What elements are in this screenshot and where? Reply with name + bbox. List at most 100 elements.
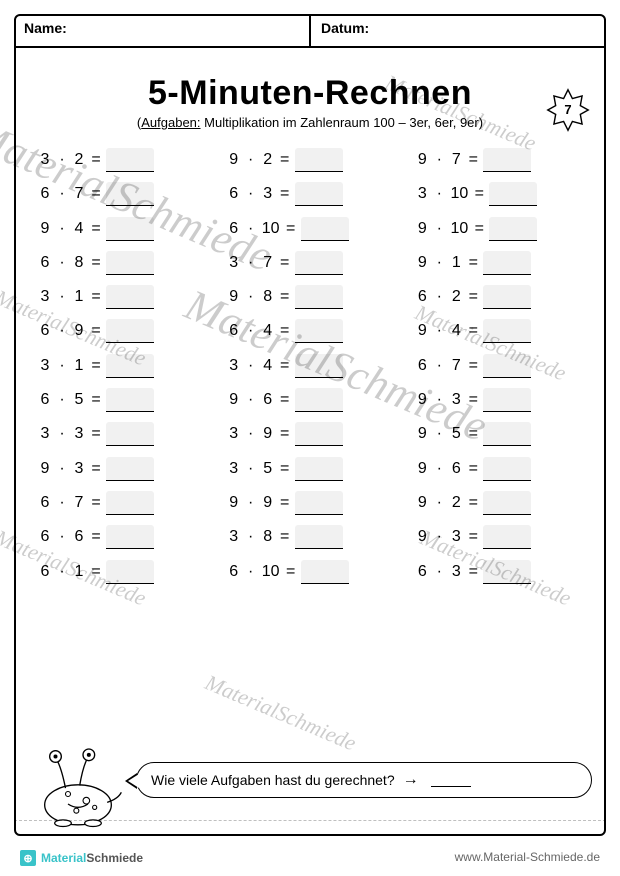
answer-box[interactable] <box>106 560 154 584</box>
equals-sign: = <box>277 425 293 443</box>
operator: · <box>431 288 447 306</box>
operand-a: 9 <box>225 151 243 169</box>
equals-sign: = <box>277 151 293 169</box>
operand-a: 3 <box>225 357 243 375</box>
equals-sign: = <box>277 254 293 272</box>
answer-box[interactable] <box>483 285 531 309</box>
operator: · <box>54 425 70 443</box>
operator: · <box>431 391 447 409</box>
answer-box[interactable] <box>295 354 343 378</box>
operand-b: 5 <box>447 425 465 443</box>
operand-a: 3 <box>225 528 243 546</box>
answer-box[interactable] <box>295 457 343 481</box>
operator: · <box>54 254 70 272</box>
equals-sign: = <box>88 185 104 203</box>
operand-a: 3 <box>36 357 54 375</box>
answer-box[interactable] <box>483 491 531 515</box>
answer-box[interactable] <box>483 319 531 343</box>
operator: · <box>431 357 447 375</box>
equals-sign: = <box>277 322 293 340</box>
answer-box[interactable] <box>489 182 537 206</box>
page-title: 5-Minuten-Rechnen <box>36 74 584 113</box>
problem-row: 6·8= <box>36 251 207 275</box>
answer-box[interactable] <box>301 217 349 241</box>
operand-b: 3 <box>70 460 88 478</box>
operand-b: 5 <box>70 391 88 409</box>
answer-box[interactable] <box>301 560 349 584</box>
equals-sign: = <box>277 185 293 203</box>
answer-box[interactable] <box>106 525 154 549</box>
problem-row: 9·10= <box>413 217 584 241</box>
answer-box[interactable] <box>483 388 531 412</box>
problem-row: 3·3= <box>36 422 207 446</box>
operator: · <box>54 391 70 409</box>
answer-box[interactable] <box>106 388 154 412</box>
operand-a: 9 <box>413 254 431 272</box>
answer-box[interactable] <box>483 525 531 549</box>
answer-box[interactable] <box>295 148 343 172</box>
operand-a: 9 <box>413 425 431 443</box>
equals-sign: = <box>465 254 481 272</box>
answer-box[interactable] <box>106 148 154 172</box>
operator: · <box>243 185 259 203</box>
answer-box[interactable] <box>295 285 343 309</box>
operand-b: 6 <box>70 528 88 546</box>
answer-box[interactable] <box>483 422 531 446</box>
operand-b: 4 <box>259 322 277 340</box>
answer-box[interactable] <box>483 560 531 584</box>
operator: · <box>243 528 259 546</box>
operator: · <box>431 528 447 546</box>
operand-a: 9 <box>36 220 54 238</box>
answer-box[interactable] <box>483 457 531 481</box>
answer-box[interactable] <box>106 251 154 275</box>
equals-sign: = <box>88 391 104 409</box>
operand-a: 9 <box>225 288 243 306</box>
operand-a: 9 <box>225 494 243 512</box>
answer-box[interactable] <box>106 217 154 241</box>
equals-sign: = <box>88 528 104 546</box>
answer-box[interactable] <box>295 251 343 275</box>
operator: · <box>243 151 259 169</box>
answer-box[interactable] <box>295 182 343 206</box>
operand-b: 7 <box>70 494 88 512</box>
operand-b: 10 <box>259 563 283 581</box>
answer-box[interactable] <box>106 182 154 206</box>
answer-box[interactable] <box>295 491 343 515</box>
answer-box[interactable] <box>106 491 154 515</box>
equals-sign: = <box>465 357 481 375</box>
problem-row: 6·7= <box>36 182 207 206</box>
equals-sign: = <box>277 357 293 375</box>
answer-box[interactable] <box>106 354 154 378</box>
answer-box[interactable] <box>483 251 531 275</box>
answer-box[interactable] <box>295 388 343 412</box>
answer-box[interactable] <box>106 319 154 343</box>
answer-box[interactable] <box>483 354 531 378</box>
operand-a: 3 <box>225 254 243 272</box>
operator: · <box>243 563 259 581</box>
operand-a: 6 <box>36 322 54 340</box>
answer-box[interactable] <box>295 525 343 549</box>
problem-row: 3·5= <box>225 457 396 481</box>
equals-sign: = <box>88 357 104 375</box>
operand-b: 10 <box>259 220 283 238</box>
problem-row: 9·7= <box>413 148 584 172</box>
subtitle-text: Multiplikation im Zahlenraum 100 – 3er, … <box>201 115 479 130</box>
operator: · <box>431 151 447 169</box>
equals-sign: = <box>465 391 481 409</box>
answer-box[interactable] <box>483 148 531 172</box>
answer-box[interactable] <box>489 217 537 241</box>
answer-box[interactable] <box>106 457 154 481</box>
problem-column: 9·7=3·10=9·10=9·1=6·2=9·4=6·7=9·3=9·5=9·… <box>413 148 584 584</box>
operator: · <box>243 288 259 306</box>
answer-box[interactable] <box>295 422 343 446</box>
operand-b: 5 <box>259 460 277 478</box>
equals-sign: = <box>471 220 487 238</box>
answer-box[interactable] <box>295 319 343 343</box>
answer-box[interactable] <box>106 422 154 446</box>
answer-blank[interactable] <box>431 773 471 787</box>
operand-a: 6 <box>36 254 54 272</box>
operand-a: 9 <box>413 391 431 409</box>
answer-box[interactable] <box>106 285 154 309</box>
operand-b: 2 <box>447 494 465 512</box>
operator: · <box>431 494 447 512</box>
